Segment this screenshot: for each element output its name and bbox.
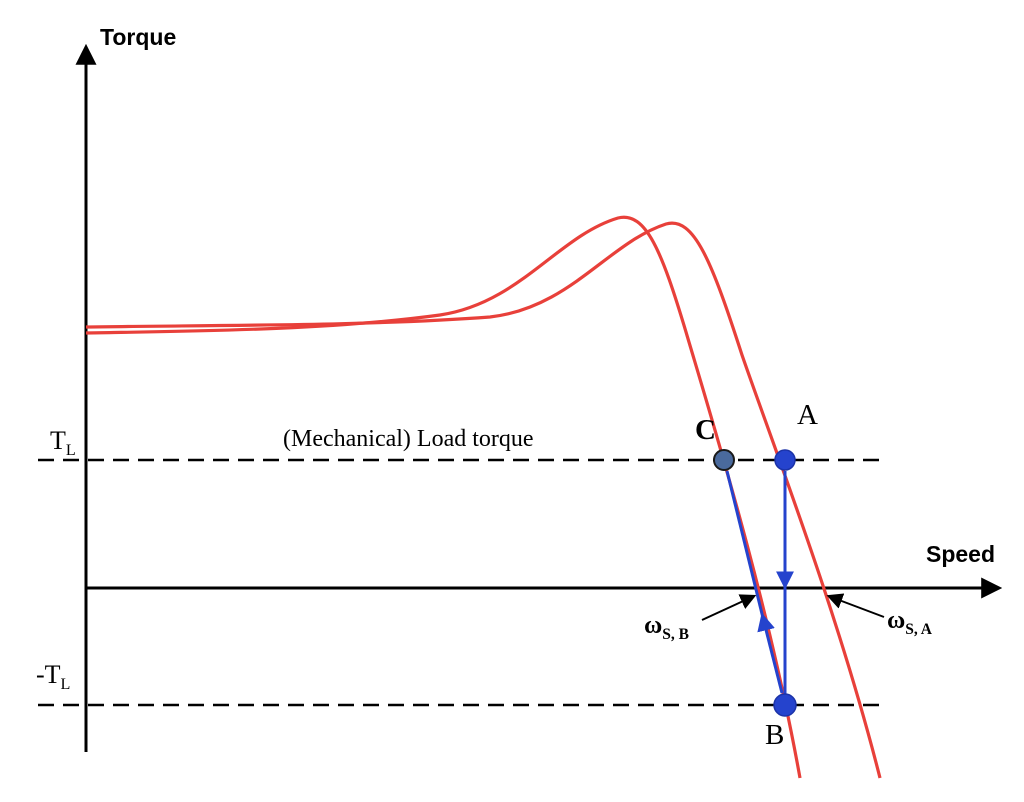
speed-axis-label: Speed xyxy=(926,543,995,566)
omega-sa-label: ωS, A xyxy=(887,608,932,638)
point-c-label: C xyxy=(695,416,716,445)
transition-b-to-c-arrow xyxy=(757,612,784,694)
torque-axis-label: Torque xyxy=(100,26,176,49)
omega-sa-arrow xyxy=(826,593,885,618)
torque-axis-label-text: Torque xyxy=(100,24,177,50)
operating-point-a xyxy=(774,449,796,471)
point-a-label: A xyxy=(797,401,818,430)
tl-main-text: T xyxy=(50,426,66,455)
omega-sb-sub-text: S, B xyxy=(662,626,689,643)
load-torque-caption: (Mechanical) Load torque xyxy=(283,427,534,451)
operating-point-b xyxy=(773,693,797,717)
point-c-label-text: C xyxy=(695,414,716,446)
tl-sub-text: L xyxy=(65,442,76,460)
omega-sb-label: ωS, B xyxy=(644,613,689,643)
torque-speed-curve-b xyxy=(85,215,802,779)
point-b-label: B xyxy=(765,721,784,750)
load-torque-tick-label: TL xyxy=(50,428,76,459)
omega-sa-main-text: ω xyxy=(887,607,906,634)
torque-speed-curve-a xyxy=(85,221,882,779)
load-torque-caption-text: (Mechanical) Load torque xyxy=(283,426,534,452)
speed-axis-label-text: Speed xyxy=(926,541,996,567)
neg-tl-sub-text: L xyxy=(60,676,71,694)
omega-sb-arrow xyxy=(701,594,757,621)
omega-sa-sub-text: S, A xyxy=(905,621,932,638)
operating-point-c xyxy=(713,449,735,471)
point-b-label-text: B xyxy=(765,719,785,751)
transition-b-to-c-line xyxy=(725,470,765,619)
negative-load-torque-tick-label: -TL xyxy=(36,662,70,693)
point-a-label-text: A xyxy=(797,399,818,431)
omega-sb-main-text: ω xyxy=(644,612,663,639)
neg-tl-main-text: -T xyxy=(36,660,61,689)
